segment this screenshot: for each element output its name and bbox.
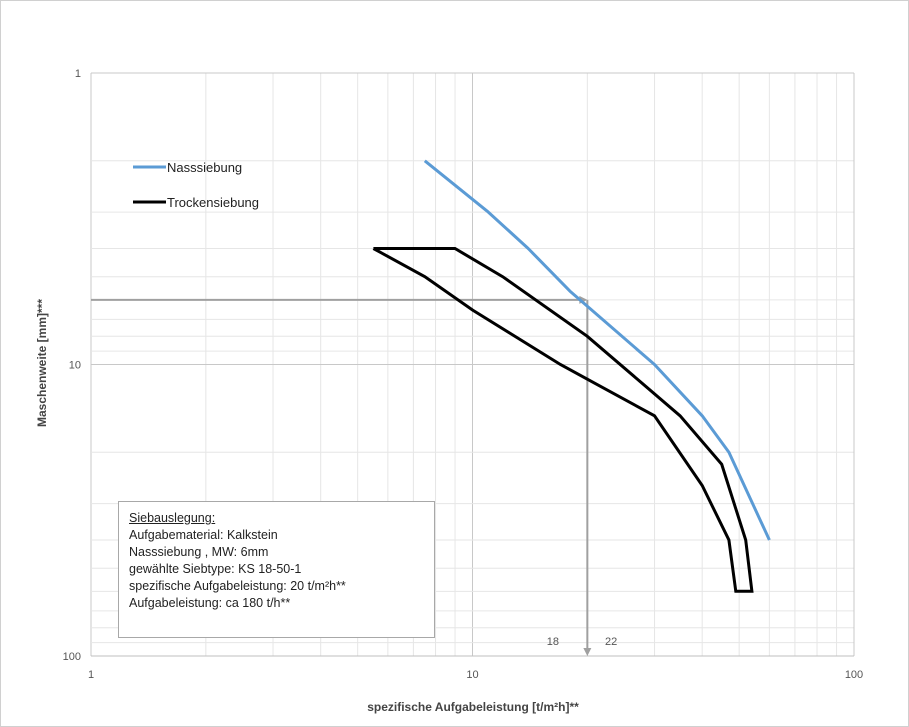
x-axis-title: spezifische Aufgabeleistung [t/m²h]**	[367, 700, 579, 714]
info-line-material: Aufgabematerial: Kalkstein	[129, 528, 278, 542]
legend: Nasssiebung Trockensiebung	[133, 160, 259, 210]
reading-lines	[91, 295, 592, 656]
legend-label-nasssiebung: Nasssiebung	[167, 160, 242, 175]
series-line-trockensiebung	[372, 247, 754, 593]
tick-labels: 1 10 100 18 22 1 10 100	[63, 68, 864, 681]
y-tick-label-100: 100	[63, 651, 81, 663]
info-line-wet-screening: Nasssiebung , MW: 6mm	[129, 545, 269, 559]
x-tick-label-100: 100	[845, 669, 863, 681]
x-tick-label-1: 1	[88, 669, 94, 681]
info-line-feed-rate: Aufgabeleistung: ca 180 t/h**	[129, 596, 291, 610]
info-line-specific-feed: spezifische Aufgabeleistung: 20 t/m²h**	[129, 579, 346, 593]
series-layer	[372, 159, 771, 593]
series-line-nasssiebung	[423, 159, 771, 541]
y-tick-label-1: 1	[75, 68, 81, 80]
x-tick-label-18: 18	[547, 636, 559, 648]
y-tick-label-10: 10	[69, 360, 81, 372]
x-tick-label-22: 22	[605, 636, 617, 648]
info-box-header: Siebauslegung:	[129, 511, 216, 525]
x-tick-label-10: 10	[466, 669, 478, 681]
info-line-screen-type: gewählte Siebtype: KS 18-50-1	[129, 562, 302, 576]
y-axis-title: Maschenweite [mm]***	[35, 299, 49, 427]
design-info-box: Siebauslegung: Aufgabematerial: Kalkstei…	[118, 501, 435, 638]
arrowhead-down	[583, 648, 592, 656]
legend-label-trockensiebung: Trockensiebung	[167, 195, 259, 210]
